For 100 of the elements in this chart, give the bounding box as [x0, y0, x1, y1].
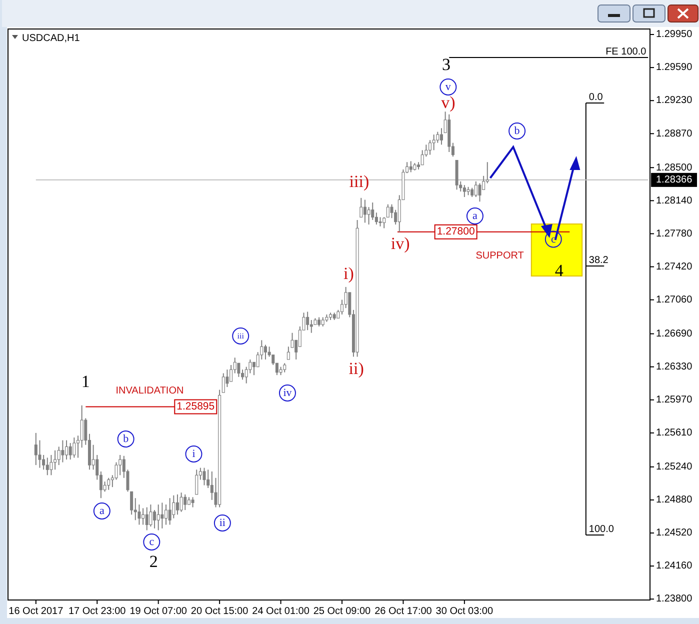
annotation: ii	[219, 517, 226, 530]
candlestick	[142, 508, 145, 526]
annotation: a	[472, 210, 478, 222]
annotation: 3	[442, 54, 451, 74]
y-tick-label: 1.24520	[656, 528, 693, 539]
candlestick	[195, 469, 198, 495]
candlestick	[264, 344, 267, 360]
candlestick	[306, 311, 310, 331]
x-tick-label: 30 Oct 03:00	[436, 606, 494, 617]
candlestick	[202, 467, 206, 486]
annotation: iv	[283, 387, 292, 400]
candlestick	[68, 442, 72, 460]
candlestick	[50, 454, 53, 476]
candlestick	[65, 440, 68, 460]
candlestick	[206, 469, 210, 489]
annotation: b	[514, 125, 520, 138]
chart-title: USDCAD,H1	[22, 33, 80, 44]
candlestick	[180, 492, 183, 512]
candlestick	[283, 362, 286, 373]
candlestick	[164, 504, 168, 526]
candlestick	[470, 187, 474, 198]
candlestick	[382, 216, 386, 229]
y-tick-label: 1.29230	[656, 95, 693, 106]
y-tick-label: 1.23800	[656, 594, 693, 605]
annotation: c	[550, 233, 556, 246]
y-tick-label: 1.25610	[656, 428, 693, 439]
annotation: ii)	[348, 358, 364, 378]
candlestick	[184, 494, 187, 511]
candlestick	[409, 160, 412, 173]
y-tick-label: 1.24880	[656, 494, 693, 506]
y-tick-label: 1.25970	[656, 394, 693, 406]
candlestick	[290, 332, 294, 348]
annotation: INVALIDATION	[116, 386, 184, 397]
y-tick-label: 1.29950	[656, 29, 693, 40]
annotation: 4	[554, 260, 564, 280]
candlestick	[230, 364, 233, 382]
y-tick-label: 1.24160	[656, 560, 693, 572]
y-tick-label: 1.25240	[656, 462, 693, 473]
y-tick-label: 1.26330	[656, 361, 693, 372]
y-tick-label: 1.27060	[656, 294, 693, 306]
candlestick	[130, 491, 134, 516]
candlestick	[474, 180, 478, 198]
annotation: 100.0	[588, 524, 614, 535]
y-tick-label: 1.28140	[656, 195, 693, 206]
x-tick-label: 26 Oct 17:00	[374, 606, 432, 617]
candlestick	[440, 128, 443, 146]
candlestick	[160, 502, 164, 529]
candlestick	[46, 457, 49, 476]
y-tick-label: 1.27780	[656, 228, 693, 240]
candlestick	[153, 510, 156, 529]
candlestick	[321, 316, 324, 327]
x-tick-label: 25 Oct 09:00	[313, 606, 372, 617]
candlestick	[310, 320, 313, 334]
candlestick	[107, 477, 110, 490]
annotation: b	[123, 433, 130, 446]
candlestick	[371, 202, 374, 220]
x-tick-label: 20 Oct 15:00	[190, 606, 249, 617]
candlestick	[145, 506, 148, 531]
annotation: SUPPORT	[476, 250, 524, 262]
annotation: i	[192, 448, 196, 460]
candlestick	[149, 504, 152, 528]
candlestick	[432, 134, 436, 151]
ref-line-label: 1.28366	[656, 174, 693, 186]
candlestick	[156, 504, 160, 531]
ref-line-label: 1.27800	[436, 226, 475, 238]
ref-line-label: 1.25895	[176, 400, 215, 413]
candlestick	[386, 204, 390, 218]
annotation: 0.0	[588, 92, 604, 103]
candlestick	[191, 496, 194, 508]
ref-line-label: FE 100.0	[606, 46, 647, 58]
y-tick-label: 1.26690	[656, 328, 693, 340]
x-tick-label: 24 Oct 01:00	[252, 606, 310, 617]
candlestick	[428, 140, 432, 156]
y-tick-label: 1.29590	[656, 62, 693, 74]
annotation: iii)	[349, 172, 370, 191]
candlestick	[34, 432, 38, 466]
candlestick	[176, 494, 179, 516]
x-tick-label: 16 Oct 2017	[8, 606, 64, 617]
y-tick-label: 1.27420	[656, 261, 693, 272]
candlestick	[80, 404, 84, 448]
x-tick-label: 17 Oct 23:00	[68, 606, 126, 617]
candlestick	[168, 498, 172, 526]
annotation: a	[99, 505, 104, 518]
annotation: 2	[149, 552, 158, 571]
candlestick	[318, 316, 321, 327]
candlestick	[222, 372, 225, 394]
candlestick	[462, 184, 466, 198]
candlestick	[54, 450, 57, 470]
candlestick	[72, 437, 76, 458]
y-tick-label: 1.28870	[656, 128, 693, 140]
annotation: v)	[441, 92, 456, 112]
annotation: iv)	[390, 234, 410, 253]
candlestick	[367, 206, 370, 226]
annotation: c	[149, 536, 154, 548]
candlestick	[378, 216, 382, 227]
annotation: 38.2	[588, 255, 609, 266]
annotation: iii	[237, 331, 245, 340]
annotation: i)	[344, 264, 354, 283]
candlestick	[478, 182, 482, 202]
annotation: v	[445, 81, 452, 94]
